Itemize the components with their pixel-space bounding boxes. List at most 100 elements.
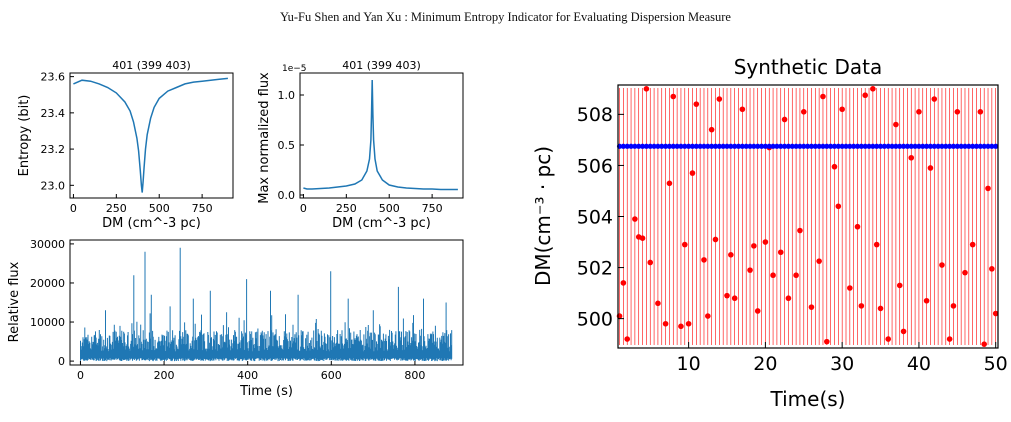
synthetic-blue-point	[881, 143, 887, 149]
synthetic-red-point	[712, 236, 719, 243]
synthetic-x-tick-label: 40	[907, 353, 931, 375]
synthetic-blue-point	[643, 143, 650, 149]
synthetic-red-point	[992, 310, 999, 317]
synthetic-blue-point	[651, 143, 657, 149]
synthetic-blue-point	[935, 143, 941, 149]
synthetic-blue-point	[728, 143, 734, 149]
synthetic-blue-point	[939, 143, 945, 149]
synthetic-blue-point	[766, 143, 772, 149]
synthetic-red-point	[862, 92, 868, 99]
synthetic-y-tick-label: 508	[577, 104, 613, 126]
synthetic-red-point	[728, 252, 734, 258]
synthetic-red-point	[747, 267, 753, 273]
synthetic-blue-point	[812, 143, 818, 149]
synthetic-blue-point	[647, 143, 653, 149]
synthetic-blue-point	[624, 143, 630, 149]
synthetic-blue-point	[747, 143, 753, 149]
synthetic-red-point	[981, 341, 987, 347]
synthetic-blue-point	[851, 143, 857, 149]
synthetic-y-axis-label: DM(cm⁻³ · pc)	[531, 146, 555, 286]
synthetic-y-tick-label: 504	[577, 206, 613, 228]
synthetic-blue-point	[655, 143, 661, 149]
synthetic-red-point	[896, 282, 903, 289]
synthetic-red-series	[616, 86, 999, 347]
synthetic-blue-point	[954, 143, 960, 149]
synthetic-blue-point	[920, 143, 926, 149]
relative-flux-x-axis-label: Time (s)	[239, 384, 293, 399]
synthetic-red-point	[800, 109, 807, 115]
synthetic-blue-point	[985, 143, 991, 149]
synthetic-red-point	[931, 96, 938, 102]
synthetic-red-point	[916, 109, 922, 115]
synthetic-red-point	[693, 101, 700, 107]
synthetic-blue-point	[628, 143, 634, 149]
synthetic-red-point	[739, 106, 746, 113]
synthetic-blue-point	[755, 143, 761, 149]
synthetic-blue-point	[870, 143, 876, 149]
synthetic-red-point	[989, 266, 995, 272]
synthetic-blue-point	[843, 143, 849, 149]
synthetic-blue-point	[993, 143, 999, 149]
synthetic-blue-point	[900, 143, 907, 149]
max-flux-series-line	[303, 79, 458, 191]
synthetic-blue-point	[666, 143, 673, 149]
synthetic-red-point	[731, 295, 738, 302]
entropy-y-tick-label: 23.4	[41, 107, 66, 120]
synthetic-y-ticks: 500 502 504 506 508	[577, 104, 624, 330]
synthetic-red-point	[655, 300, 661, 307]
synthetic-red-point	[685, 320, 692, 327]
synthetic-blue-point	[701, 143, 707, 149]
synthetic-blue-point	[808, 143, 815, 149]
max-flux-chart-title: 401 (399 403)	[342, 59, 421, 72]
entropy-chart-title: 401 (399 403)	[112, 59, 191, 72]
synthetic-red-point	[900, 328, 907, 335]
entropy-x-tick-label: 250	[106, 202, 127, 215]
synthetic-x-tick-label: 50	[984, 353, 1008, 375]
synthetic-red-point	[893, 121, 899, 128]
max-flux-y-tick-label: 0.5	[278, 139, 296, 152]
relative-flux-y-tick-label: 10000	[30, 316, 65, 329]
relative-flux-y-axis-label: Relative flux	[7, 261, 22, 342]
synthetic-red-point	[908, 154, 915, 161]
relative-flux-y-tick-label: 0	[58, 355, 65, 368]
max-flux-x-tick-label: 250	[336, 202, 357, 215]
synthetic-red-point	[985, 185, 991, 192]
relative-flux-y-tick-label: 20000	[30, 277, 65, 290]
synthetic-blue-point	[693, 143, 699, 149]
synthetic-blue-point	[816, 143, 822, 149]
synthetic-blue-point	[697, 143, 703, 149]
synthetic-blue-point	[824, 143, 830, 149]
synthetic-blue-point	[897, 143, 903, 149]
synthetic-red-point	[681, 241, 688, 248]
synthetic-red-point	[950, 303, 957, 309]
synthetic-red-point	[835, 203, 842, 210]
synthetic-red-point	[954, 109, 961, 115]
entropy-y-ticks: 23.0 23.2 23.4 23.6	[41, 71, 74, 192]
max-flux-x-tick-label: 750	[422, 202, 443, 215]
entropy-x-axis-label: DM (cm^-3 pc)	[102, 216, 201, 231]
synthetic-blue-series-points	[616, 143, 999, 149]
synthetic-blue-point	[686, 143, 692, 149]
synthetic-red-point	[793, 272, 799, 279]
synthetic-red-point	[923, 297, 930, 304]
synthetic-red-point	[873, 241, 880, 248]
max-flux-x-tick-label: 0	[300, 202, 307, 215]
entropy-plot-frame	[69, 72, 234, 199]
synthetic-red-point	[754, 308, 761, 314]
synthetic-blue-point	[831, 143, 838, 149]
synthetic-blue-point	[678, 143, 684, 149]
synthetic-blue-point	[659, 143, 665, 149]
synthetic-red-point	[678, 323, 684, 330]
synthetic-blue-point	[820, 143, 826, 149]
max-flux-x-tick-label: 500	[379, 202, 400, 215]
relative-flux-chart: Time (s) Relative flux 0 200 400 600 800…	[7, 238, 464, 399]
entropy-y-tick-label: 23.2	[41, 143, 66, 156]
synthetic-blue-point	[958, 143, 964, 149]
synthetic-blue-point	[793, 143, 799, 149]
synthetic-red-point	[716, 96, 723, 102]
synthetic-blue-point	[758, 143, 765, 149]
synthetic-red-point	[639, 235, 646, 242]
synthetic-blue-point	[839, 143, 845, 149]
synthetic-blue-point	[789, 143, 795, 149]
